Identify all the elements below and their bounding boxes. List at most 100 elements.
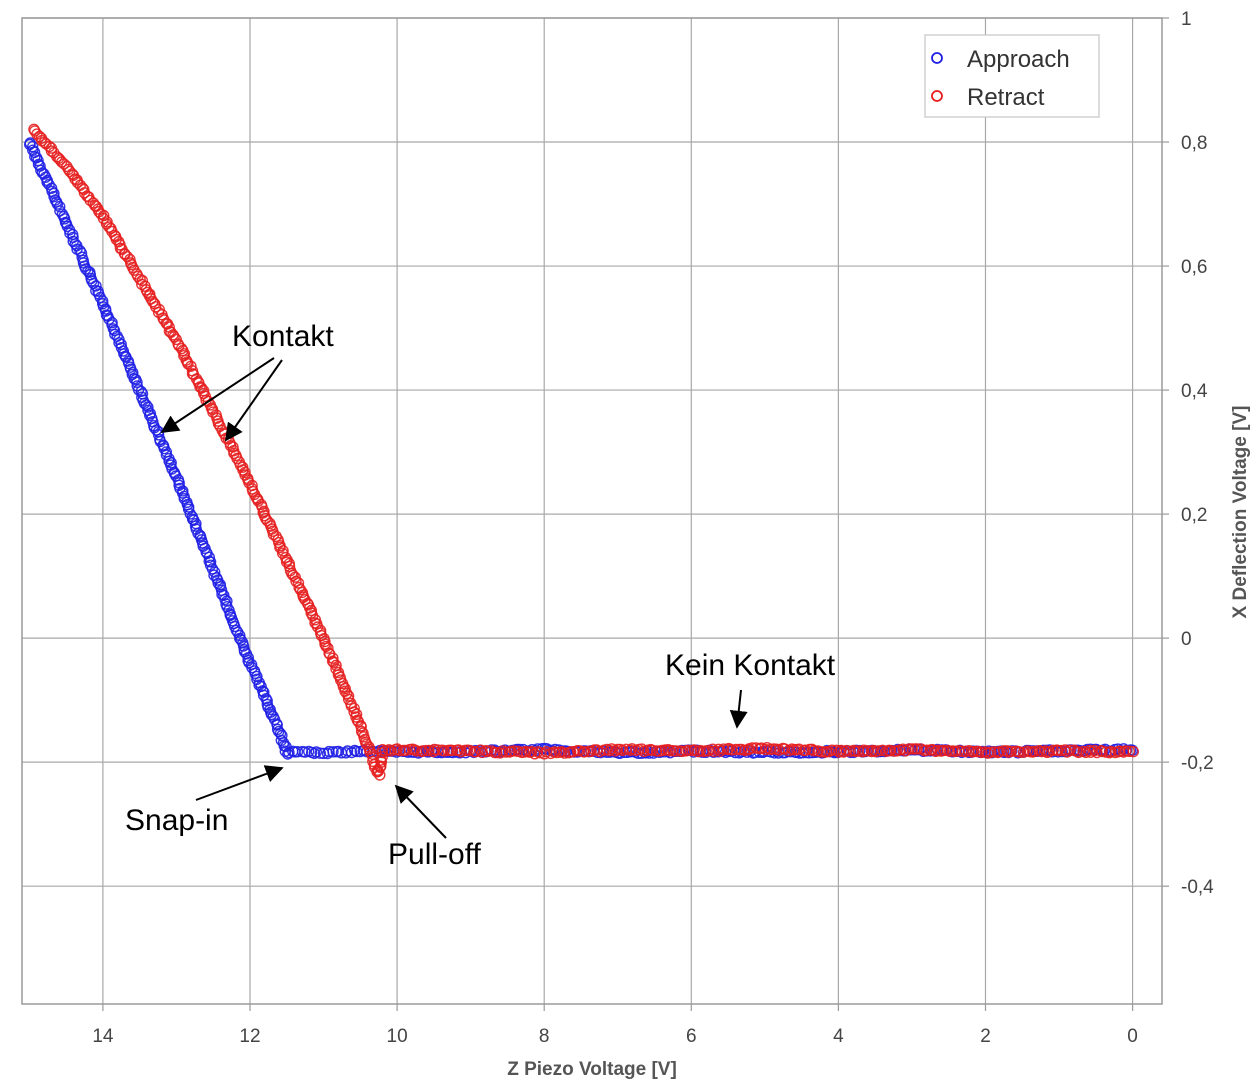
data-point <box>90 280 102 292</box>
data-point <box>376 751 388 763</box>
data-point <box>328 656 340 669</box>
series-approach <box>24 137 1139 760</box>
data-point <box>1096 745 1108 758</box>
data-point <box>997 745 1010 757</box>
data-point <box>985 746 997 758</box>
data-point <box>1072 746 1085 759</box>
legend-label-approach: Approach <box>967 46 1070 73</box>
data-point <box>906 743 918 755</box>
data-point <box>341 687 353 700</box>
data-point <box>903 743 915 755</box>
data-point <box>206 563 219 575</box>
data-point <box>185 360 197 372</box>
data-point <box>1105 745 1117 758</box>
data-point <box>131 376 143 388</box>
data-point <box>624 744 636 756</box>
data-point <box>346 746 358 759</box>
data-point <box>108 324 121 337</box>
x-tick-label: 10 <box>387 1026 408 1047</box>
data-point <box>237 464 249 476</box>
data-point <box>314 747 326 759</box>
x-tick-label: 0 <box>1127 1026 1138 1047</box>
x-tick-label: 4 <box>833 1026 844 1047</box>
data-point <box>1064 744 1076 756</box>
data-point <box>276 729 288 742</box>
annotation-kein-kontakt: Kein Kontakt <box>665 649 836 682</box>
data-point <box>348 702 360 715</box>
data-point <box>1052 744 1064 757</box>
data-point <box>204 556 217 568</box>
annotation-snap-in: Snap-in <box>125 804 228 837</box>
data-point <box>993 746 1006 758</box>
legend: Approach Retract <box>924 34 1100 118</box>
data-point <box>746 742 758 754</box>
data-series <box>24 123 1140 781</box>
data-point <box>219 593 231 606</box>
grid <box>22 17 1162 1004</box>
data-point <box>274 541 286 554</box>
data-point <box>194 381 206 393</box>
y-tick-label: 0 <box>1181 629 1192 650</box>
y-tick-label: -0,4 <box>1181 877 1214 898</box>
legend-marker-approach <box>931 52 943 64</box>
data-point <box>482 745 494 757</box>
y-tick-label: 0,2 <box>1181 505 1207 526</box>
data-point <box>826 744 838 756</box>
data-point <box>54 154 66 166</box>
data-point <box>184 508 197 520</box>
data-point <box>51 198 64 210</box>
arrow-snap-in <box>195 765 284 801</box>
y-tick-label: 1 <box>1181 9 1192 30</box>
data-point <box>730 743 742 756</box>
data-point <box>463 744 476 757</box>
data-point <box>808 745 820 757</box>
data-point <box>1127 745 1140 758</box>
x-tick-label: 14 <box>92 1026 114 1047</box>
data-point <box>760 743 772 756</box>
x-tick-label: 2 <box>980 1026 991 1047</box>
data-point <box>235 634 247 646</box>
data-point <box>292 577 305 589</box>
data-point <box>54 200 66 213</box>
data-point <box>1047 744 1059 756</box>
data-point <box>138 397 151 409</box>
y-tick-label: 0,6 <box>1181 257 1207 278</box>
data-point <box>1088 744 1101 757</box>
plot-area <box>21 17 1163 1005</box>
data-point <box>64 165 76 178</box>
data-point <box>474 744 487 756</box>
data-point <box>252 495 264 507</box>
data-point <box>609 745 621 757</box>
y-axis-title: X Deflection Voltage [V] <box>1230 406 1251 619</box>
data-point <box>865 745 878 758</box>
axes: 14 12 10 8 6 4 2 0 1 0,8 0,6 0,4 0,2 0 -0,2 -0,4 <box>92 9 1214 1047</box>
data-point <box>717 743 730 755</box>
x-tick-label: 6 <box>686 1026 697 1047</box>
data-point <box>351 714 364 726</box>
data-point <box>212 418 225 430</box>
data-point <box>237 640 250 652</box>
data-point <box>525 745 538 758</box>
arrow-kein-kontakt <box>729 689 748 729</box>
data-point <box>289 571 301 583</box>
x-axis-title: Z Piezo Voltage [V] <box>507 1059 677 1080</box>
x-tick-label: 12 <box>239 1026 260 1047</box>
data-point <box>246 662 258 674</box>
y-tick-label: 0,8 <box>1181 133 1207 154</box>
data-point <box>558 747 571 759</box>
data-point <box>399 744 412 757</box>
data-point <box>103 313 115 325</box>
y-tick-label: 0,4 <box>1181 381 1208 402</box>
data-point <box>294 584 307 596</box>
data-point <box>1083 744 1096 757</box>
data-point <box>142 401 154 413</box>
data-point <box>291 746 304 758</box>
data-point <box>1005 745 1017 758</box>
data-point <box>304 602 316 614</box>
data-point <box>132 384 145 396</box>
data-point <box>152 429 165 441</box>
legend-label-retract: Retract <box>967 84 1045 111</box>
data-point <box>1123 745 1136 757</box>
data-point <box>192 527 204 540</box>
data-point <box>452 744 465 756</box>
